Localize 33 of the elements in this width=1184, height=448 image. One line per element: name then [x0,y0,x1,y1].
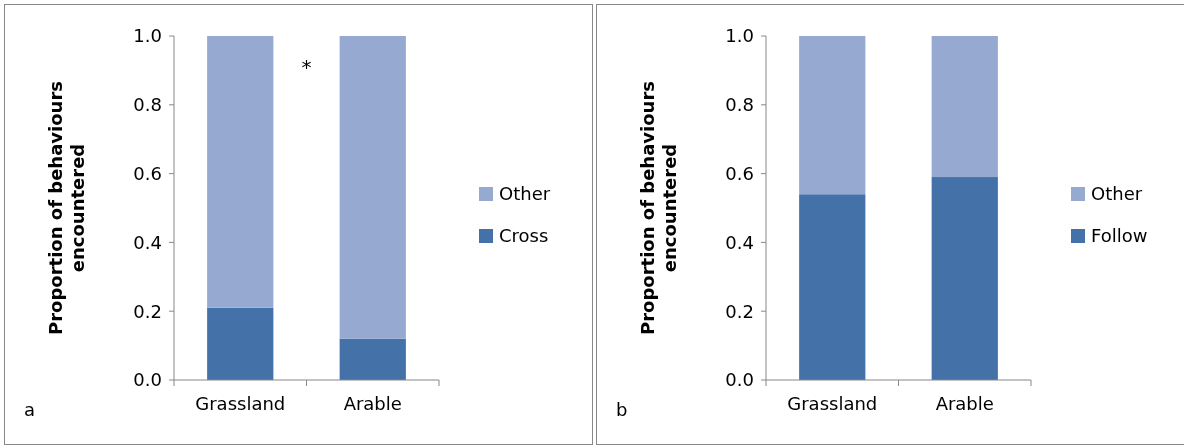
bar [931,177,998,380]
y-tick-label: 0.6 [133,162,162,184]
text: b [616,399,628,420]
legend-label: Other [499,183,551,205]
y-tick-label: 0.8 [133,94,162,116]
legend-label: Cross [499,225,549,247]
x-tick-label: Arable [343,393,402,414]
y-tick-label: 0.2 [133,300,162,322]
bar [799,36,866,195]
legend-label: Other [1091,183,1143,205]
y-axis-title: Proportion of behaviours encountered [45,81,88,335]
y-axis-title: Proportion of behaviours encountered [637,81,680,335]
x-tick-label: Arable [935,393,994,414]
x-tick-label: Grassland [787,393,878,414]
y-tick-label: 0.4 [725,231,754,253]
bar [339,338,406,380]
y-tick-label: 0.2 [725,300,754,322]
bar [207,36,274,308]
y-tick-label: 1.0 [725,25,754,47]
bar [931,36,998,178]
y-tick-label: 0.8 [725,94,754,116]
y-tick-label: 1.0 [133,25,162,47]
bar [339,36,406,339]
text: a [24,399,36,420]
legend-label: Follow [1091,225,1148,247]
y-tick-label: 0.0 [725,369,754,391]
bar [799,194,866,380]
y-tick-label: 0.4 [133,231,162,253]
annotation: * [301,55,312,79]
bar [207,307,274,380]
y-tick-label: 0.6 [725,162,754,184]
y-tick-label: 0.0 [133,369,162,391]
x-tick-label: Grassland [195,393,286,414]
